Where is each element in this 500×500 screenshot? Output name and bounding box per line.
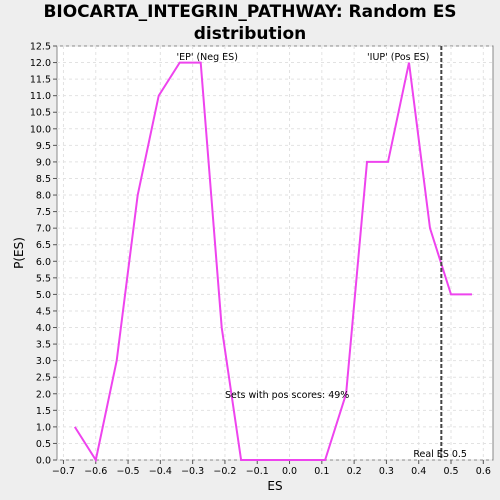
y-tick-label: 5.5 <box>36 273 51 284</box>
x-tick-label: −0.4 <box>149 466 172 477</box>
x-tick-label: −0.6 <box>84 466 107 477</box>
x-tick-label: 0.4 <box>411 466 426 477</box>
y-axis-label: P(ES) <box>12 237 26 269</box>
y-tick-label: 6.5 <box>36 240 51 251</box>
x-tick-label: −0.5 <box>117 466 140 477</box>
x-tick-label: 0.0 <box>282 466 297 477</box>
pos-es-label: 'IUP' (Pos ES) <box>367 52 429 63</box>
x-tick-label: 0.6 <box>476 466 491 477</box>
real-es-label: Real ES 0.5 <box>413 449 467 460</box>
y-tick-label: 0.0 <box>36 456 51 467</box>
y-tick-label: 7.5 <box>36 207 51 218</box>
y-tick-label: 12.0 <box>30 58 51 69</box>
axis-ticks: 0.0 0.5 1.0 1.5 2.0 2.5 3.0 3.5 4.0 4.5 5.0 5.5 6.0 6… <box>30 42 491 478</box>
x-tick-label: 0.3 <box>379 466 394 477</box>
y-tick-label: 12.5 <box>30 42 51 53</box>
y-tick-label: 8.0 <box>36 191 51 202</box>
grid-lines <box>57 45 493 461</box>
y-tick-label: 3.5 <box>36 340 51 351</box>
chart-title-line2: distribution <box>193 24 307 44</box>
chart-title-line1: BIOCARTA_INTEGRIN_PATHWAY: Random ES <box>43 2 457 22</box>
pos-scores-annotation: Sets with pos scores: 49% <box>225 390 349 401</box>
y-tick-label: 1.0 <box>36 422 51 433</box>
y-tick-label: 2.5 <box>36 373 51 384</box>
y-tick-label: 8.5 <box>36 174 51 185</box>
y-tick-label: 10.0 <box>30 124 51 135</box>
x-tick-label: −0.7 <box>52 466 75 477</box>
y-tick-label: 4.0 <box>36 323 51 334</box>
x-tick-label: −0.2 <box>213 466 236 477</box>
y-tick-label: 7.0 <box>36 224 51 235</box>
y-tick-label: 9.5 <box>36 141 51 152</box>
y-tick-label: 5.0 <box>36 290 51 301</box>
y-tick-label: 10.5 <box>30 108 51 119</box>
x-tick-label: 0.1 <box>314 466 329 477</box>
x-axis-label: ES <box>267 479 282 493</box>
y-tick-label: 3.0 <box>36 356 51 367</box>
x-tick-label: 0.5 <box>443 466 458 477</box>
y-tick-label: 2.0 <box>36 389 51 400</box>
y-tick-label: 11.0 <box>30 91 51 102</box>
y-tick-label: 4.5 <box>36 306 51 317</box>
series-line <box>73 61 472 463</box>
y-tick-label: 1.5 <box>36 406 51 417</box>
y-tick-label: 0.5 <box>36 439 51 450</box>
y-tick-label: 11.5 <box>30 75 51 86</box>
y-tick-label: 6.0 <box>36 257 51 268</box>
real-es-marker: Real ES 0.5 <box>413 46 467 460</box>
y-tick-label: 9.0 <box>36 157 51 168</box>
x-tick-label: −0.3 <box>181 466 204 477</box>
series-layer <box>73 61 472 463</box>
x-tick-label: 0.2 <box>347 466 362 477</box>
x-tick-label: −0.1 <box>246 466 269 477</box>
neg-es-label: 'EP' (Neg ES) <box>176 52 237 63</box>
